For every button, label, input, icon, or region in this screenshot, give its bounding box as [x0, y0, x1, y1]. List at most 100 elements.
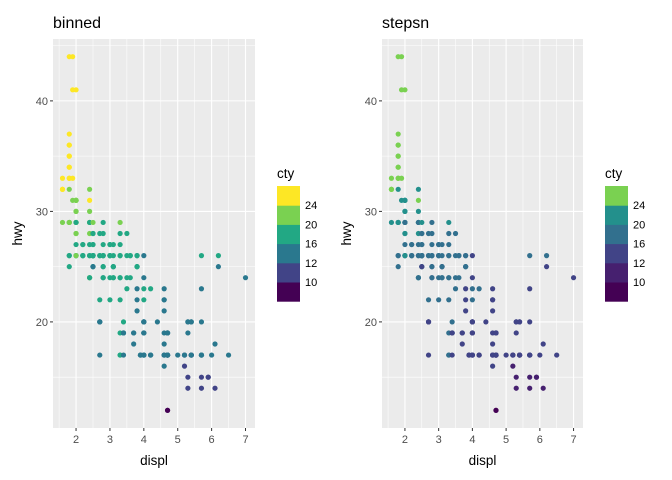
data-point — [395, 186, 401, 192]
data-point — [490, 297, 496, 303]
chart-title: stepsn — [382, 15, 429, 32]
data-point — [198, 374, 205, 380]
legend-label: 20 — [633, 219, 645, 231]
x-tick-label: 6 — [537, 434, 543, 446]
legend-label: 12 — [305, 258, 317, 270]
data-point — [66, 186, 72, 192]
data-point — [398, 175, 405, 181]
data-point — [429, 219, 435, 226]
data-point — [537, 352, 543, 358]
data-point — [429, 253, 435, 259]
data-point — [516, 352, 523, 358]
data-point — [107, 297, 113, 303]
legend-label: 10 — [305, 277, 317, 289]
x-tick-label: 6 — [209, 434, 215, 446]
data-point — [463, 286, 469, 292]
data-point — [70, 54, 76, 60]
data-point — [80, 241, 86, 248]
data-point — [198, 385, 205, 391]
data-point — [469, 330, 475, 336]
data-point — [66, 164, 72, 170]
data-point — [483, 319, 489, 325]
x-tick-label: 3 — [436, 434, 442, 446]
data-point — [188, 352, 194, 358]
data-point — [117, 253, 123, 259]
data-point — [419, 219, 425, 226]
data-point — [513, 330, 519, 336]
data-point — [510, 363, 516, 369]
data-point — [436, 241, 442, 248]
data-point — [459, 341, 465, 347]
data-point — [59, 186, 66, 192]
data-point — [402, 230, 408, 237]
data-point — [429, 230, 435, 237]
data-point — [463, 297, 469, 303]
data-point — [185, 374, 191, 380]
data-point — [131, 341, 137, 347]
data-point — [73, 230, 79, 237]
data-point — [100, 241, 106, 248]
data-point — [90, 264, 96, 270]
data-point — [516, 319, 523, 325]
data-point — [402, 208, 408, 214]
data-point — [402, 219, 408, 226]
data-point — [185, 385, 191, 391]
data-point — [73, 253, 79, 259]
data-point — [117, 230, 123, 237]
data-point — [148, 286, 154, 292]
data-point — [449, 330, 455, 336]
data-point — [59, 175, 66, 181]
data-point — [527, 286, 533, 292]
data-point — [120, 352, 127, 358]
data-point — [429, 275, 435, 281]
data-point — [398, 87, 405, 93]
y-tick-label: 30 — [36, 206, 48, 218]
data-point — [90, 253, 96, 259]
data-point — [185, 330, 191, 336]
legend-label: 16 — [305, 239, 317, 251]
data-point — [409, 241, 415, 248]
data-point — [242, 275, 249, 281]
data-point — [456, 275, 462, 281]
data-point — [469, 253, 475, 259]
data-point — [463, 308, 469, 314]
x-axis-title: displ — [140, 453, 168, 468]
data-point — [117, 241, 123, 248]
data-point — [469, 286, 475, 292]
data-point — [540, 341, 546, 347]
data-point — [402, 253, 408, 259]
data-point — [493, 330, 499, 336]
data-point — [110, 275, 116, 281]
data-point — [124, 230, 130, 237]
data-point — [90, 230, 96, 237]
data-point — [527, 352, 533, 358]
data-point — [97, 297, 103, 303]
data-point — [570, 275, 577, 281]
legend-title: cty — [605, 166, 623, 181]
y-tick-label: 20 — [365, 317, 377, 329]
data-point — [181, 352, 188, 358]
data-point — [70, 175, 76, 181]
legend-bin — [605, 224, 628, 245]
legend-bin — [277, 282, 300, 302]
data-point — [419, 241, 425, 248]
data-point — [490, 286, 496, 292]
data-point — [73, 208, 79, 214]
data-point — [419, 253, 425, 259]
data-point — [141, 352, 147, 358]
data-point — [188, 319, 194, 325]
data-point — [527, 385, 533, 391]
data-point — [66, 253, 72, 259]
data-point — [402, 241, 408, 248]
legend-bin — [605, 243, 628, 264]
data-point — [513, 385, 519, 391]
legend-label: 10 — [633, 277, 645, 289]
data-point — [503, 352, 509, 358]
data-point — [388, 219, 395, 226]
data-point — [141, 319, 147, 325]
data-point — [198, 253, 205, 259]
data-point — [429, 241, 435, 248]
data-point — [510, 352, 516, 358]
data-point — [141, 275, 147, 281]
data-point — [439, 253, 445, 259]
